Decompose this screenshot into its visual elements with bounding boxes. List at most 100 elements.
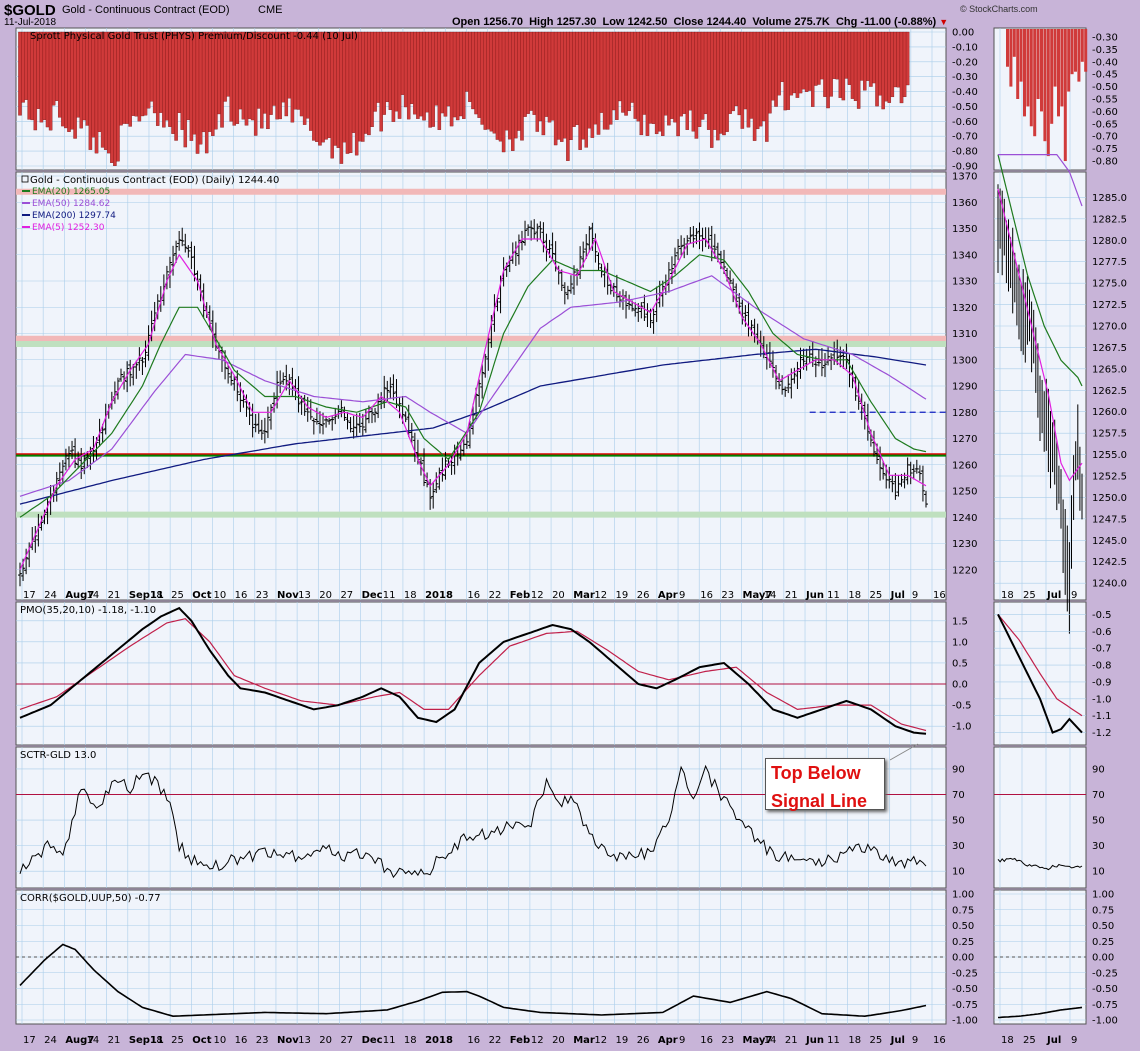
price-zoom-tick-13: 1252.5 — [1092, 472, 1127, 483]
price-bar — [483, 353, 488, 378]
phys-bar — [232, 31, 237, 126]
phys-bar — [550, 31, 555, 121]
phys-bar — [841, 31, 846, 101]
phys-zoom-tick-6: -0.60 — [1092, 107, 1118, 118]
sctr-zoom-tick-1: 70 — [1092, 790, 1105, 801]
price-bar — [128, 359, 133, 387]
phys-bar — [872, 31, 876, 84]
phys-bar — [859, 31, 864, 81]
price-bar — [259, 419, 264, 440]
pmo-y-tick-3: 0.0 — [952, 680, 968, 691]
corr-line — [19, 943, 927, 1018]
phys-bar — [192, 31, 197, 135]
phys-bar — [875, 31, 879, 107]
x-tick-11: 23 — [256, 590, 269, 601]
phys-bar — [905, 31, 910, 86]
phys-bar — [183, 31, 188, 148]
phys-bar — [682, 31, 686, 114]
pmo-line — [19, 606, 927, 735]
phys-bar — [679, 31, 683, 117]
phys-bar — [379, 31, 383, 132]
bottom-x-tick-10: 16 — [235, 1035, 248, 1046]
phys-bar — [716, 31, 720, 141]
phys-bar — [422, 31, 426, 121]
phys-bar — [67, 31, 71, 132]
phys-bar — [838, 31, 843, 98]
phys-bar — [471, 31, 475, 110]
phys-bar — [400, 31, 405, 95]
price-bar — [317, 411, 322, 434]
price-bar — [822, 353, 827, 378]
bottom-x-tick-36: 21 — [785, 1035, 798, 1046]
phys-bar — [722, 31, 726, 136]
phys-zoom-bar — [1046, 29, 1050, 157]
phys-bar — [318, 31, 322, 146]
phys-bar — [676, 31, 680, 137]
phys-zoom-bar — [1040, 29, 1043, 112]
phys-bar — [394, 31, 399, 112]
phys-bar — [128, 31, 132, 127]
bottom-x-tick-27: 12 — [594, 1035, 607, 1046]
phys-bar — [725, 31, 729, 132]
phys-bar — [269, 31, 273, 115]
legend-label-3: EMA(5) 1252.30 — [32, 223, 105, 233]
phys-bar — [79, 31, 83, 129]
price-bar — [253, 413, 258, 433]
pmo-zoom-tick-1: -0.6 — [1092, 627, 1112, 638]
bottom-x-tick-41: Jul — [890, 1035, 905, 1046]
phys-bar — [235, 31, 240, 124]
phys-bar — [116, 31, 120, 162]
phys-bar — [388, 31, 393, 110]
phys-bar — [296, 31, 301, 110]
phys-zoom-tick-4: -0.50 — [1092, 82, 1118, 93]
price-bar — [70, 440, 75, 460]
x-tick-1: 24 — [44, 590, 57, 601]
zoom-ema5-line — [997, 188, 1083, 482]
bottom-zoom-x-tick-1: 25 — [1023, 1035, 1036, 1046]
price-bar — [440, 457, 445, 482]
phys-bar — [437, 31, 442, 130]
phys-bar — [495, 31, 500, 140]
bottom-x-tick-29: 26 — [637, 1035, 650, 1046]
sctr-title: SCTR-GLD 13.0 — [20, 750, 96, 761]
phys-bar — [110, 31, 114, 163]
bottom-x-tick-35: 14 — [764, 1035, 777, 1046]
phys-bar — [373, 31, 377, 112]
phys-bar — [250, 31, 255, 121]
phys-bar — [312, 31, 316, 141]
x-tick-23: Feb — [510, 590, 530, 601]
phys-bar — [673, 31, 677, 123]
phys-bar — [523, 31, 527, 117]
phys-bar — [639, 31, 644, 136]
phys-bar — [122, 31, 126, 124]
corr-zoom-tick-2: 0.50 — [1092, 921, 1114, 932]
phys-bar — [376, 31, 380, 103]
phys-bar — [302, 31, 307, 125]
phys-bar — [272, 31, 276, 106]
phys-zoom-bar — [1033, 29, 1037, 137]
phys-bar — [820, 31, 824, 80]
phys-bar — [774, 31, 778, 107]
price-bar — [477, 379, 482, 407]
phys-bar — [814, 31, 818, 86]
phys-bar — [152, 31, 157, 114]
phys-bar — [391, 31, 396, 122]
corr-y-tick-5: -0.25 — [952, 968, 978, 979]
x-tick-22: 22 — [489, 590, 502, 601]
price-zoom-tick-14: 1250.0 — [1092, 493, 1127, 504]
phys-bar — [657, 31, 662, 132]
corr-y-tick-4: 0.00 — [952, 953, 974, 964]
corr-zoom-tick-4: 0.00 — [1092, 953, 1114, 964]
price-bar — [369, 408, 374, 424]
phys-bar — [688, 31, 693, 111]
phys-bar — [54, 31, 59, 101]
phys-bar — [498, 31, 503, 142]
phys-y-tick-7: -0.70 — [952, 132, 978, 143]
phys-bar — [413, 31, 417, 115]
pmo-signal-line — [19, 618, 927, 732]
phys-bar — [844, 31, 849, 79]
phys-bar — [630, 31, 634, 103]
pmo-y-tick-4: -0.5 — [952, 701, 972, 712]
price-bar — [339, 400, 344, 418]
price-zoom-tick-0: 1285.0 — [1092, 193, 1127, 204]
